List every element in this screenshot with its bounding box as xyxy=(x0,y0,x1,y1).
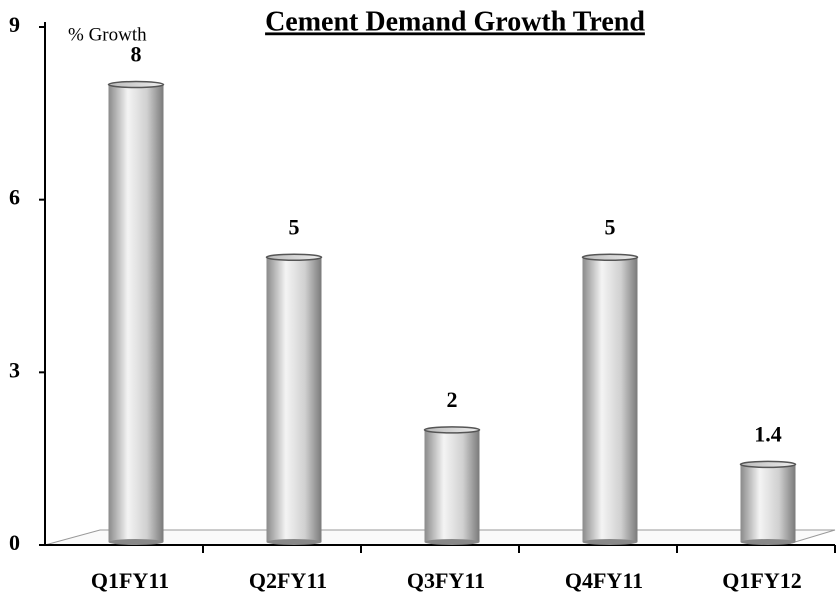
y-tick-label: 3 xyxy=(9,357,20,382)
value-label: 2 xyxy=(447,387,458,412)
bar-base xyxy=(740,539,796,545)
y-axis-label: % Growth xyxy=(68,24,147,45)
bar xyxy=(108,84,164,543)
x-tick-label: Q1FY12 xyxy=(722,568,801,593)
bar-base xyxy=(582,539,638,545)
value-label: 8 xyxy=(131,42,142,67)
bar xyxy=(740,464,796,542)
y-tick-label: 0 xyxy=(9,530,20,555)
bar-base xyxy=(266,539,322,545)
value-label: 1.4 xyxy=(754,421,782,446)
bar-top xyxy=(739,460,797,469)
x-tick-label: Q3FY11 xyxy=(407,568,485,593)
x-tick-label: Q4FY11 xyxy=(565,568,643,593)
value-label: 5 xyxy=(289,214,300,239)
bar-top xyxy=(423,426,481,434)
bar xyxy=(266,257,322,542)
bar-top xyxy=(581,253,639,261)
bar-base xyxy=(108,539,164,545)
bar xyxy=(424,429,480,542)
bar-base xyxy=(424,539,480,545)
bar-top xyxy=(107,80,165,89)
value-label: 5 xyxy=(605,214,616,239)
bar xyxy=(582,257,638,542)
x-tick-label: Q2FY11 xyxy=(249,568,327,593)
bar-top xyxy=(265,253,323,261)
chart-title: Cement Demand Growth Trend xyxy=(265,6,645,37)
y-tick-label: 6 xyxy=(9,185,20,210)
x-tick-label: Q1FY11 xyxy=(91,568,169,593)
y-tick-label: 9 xyxy=(9,12,20,37)
